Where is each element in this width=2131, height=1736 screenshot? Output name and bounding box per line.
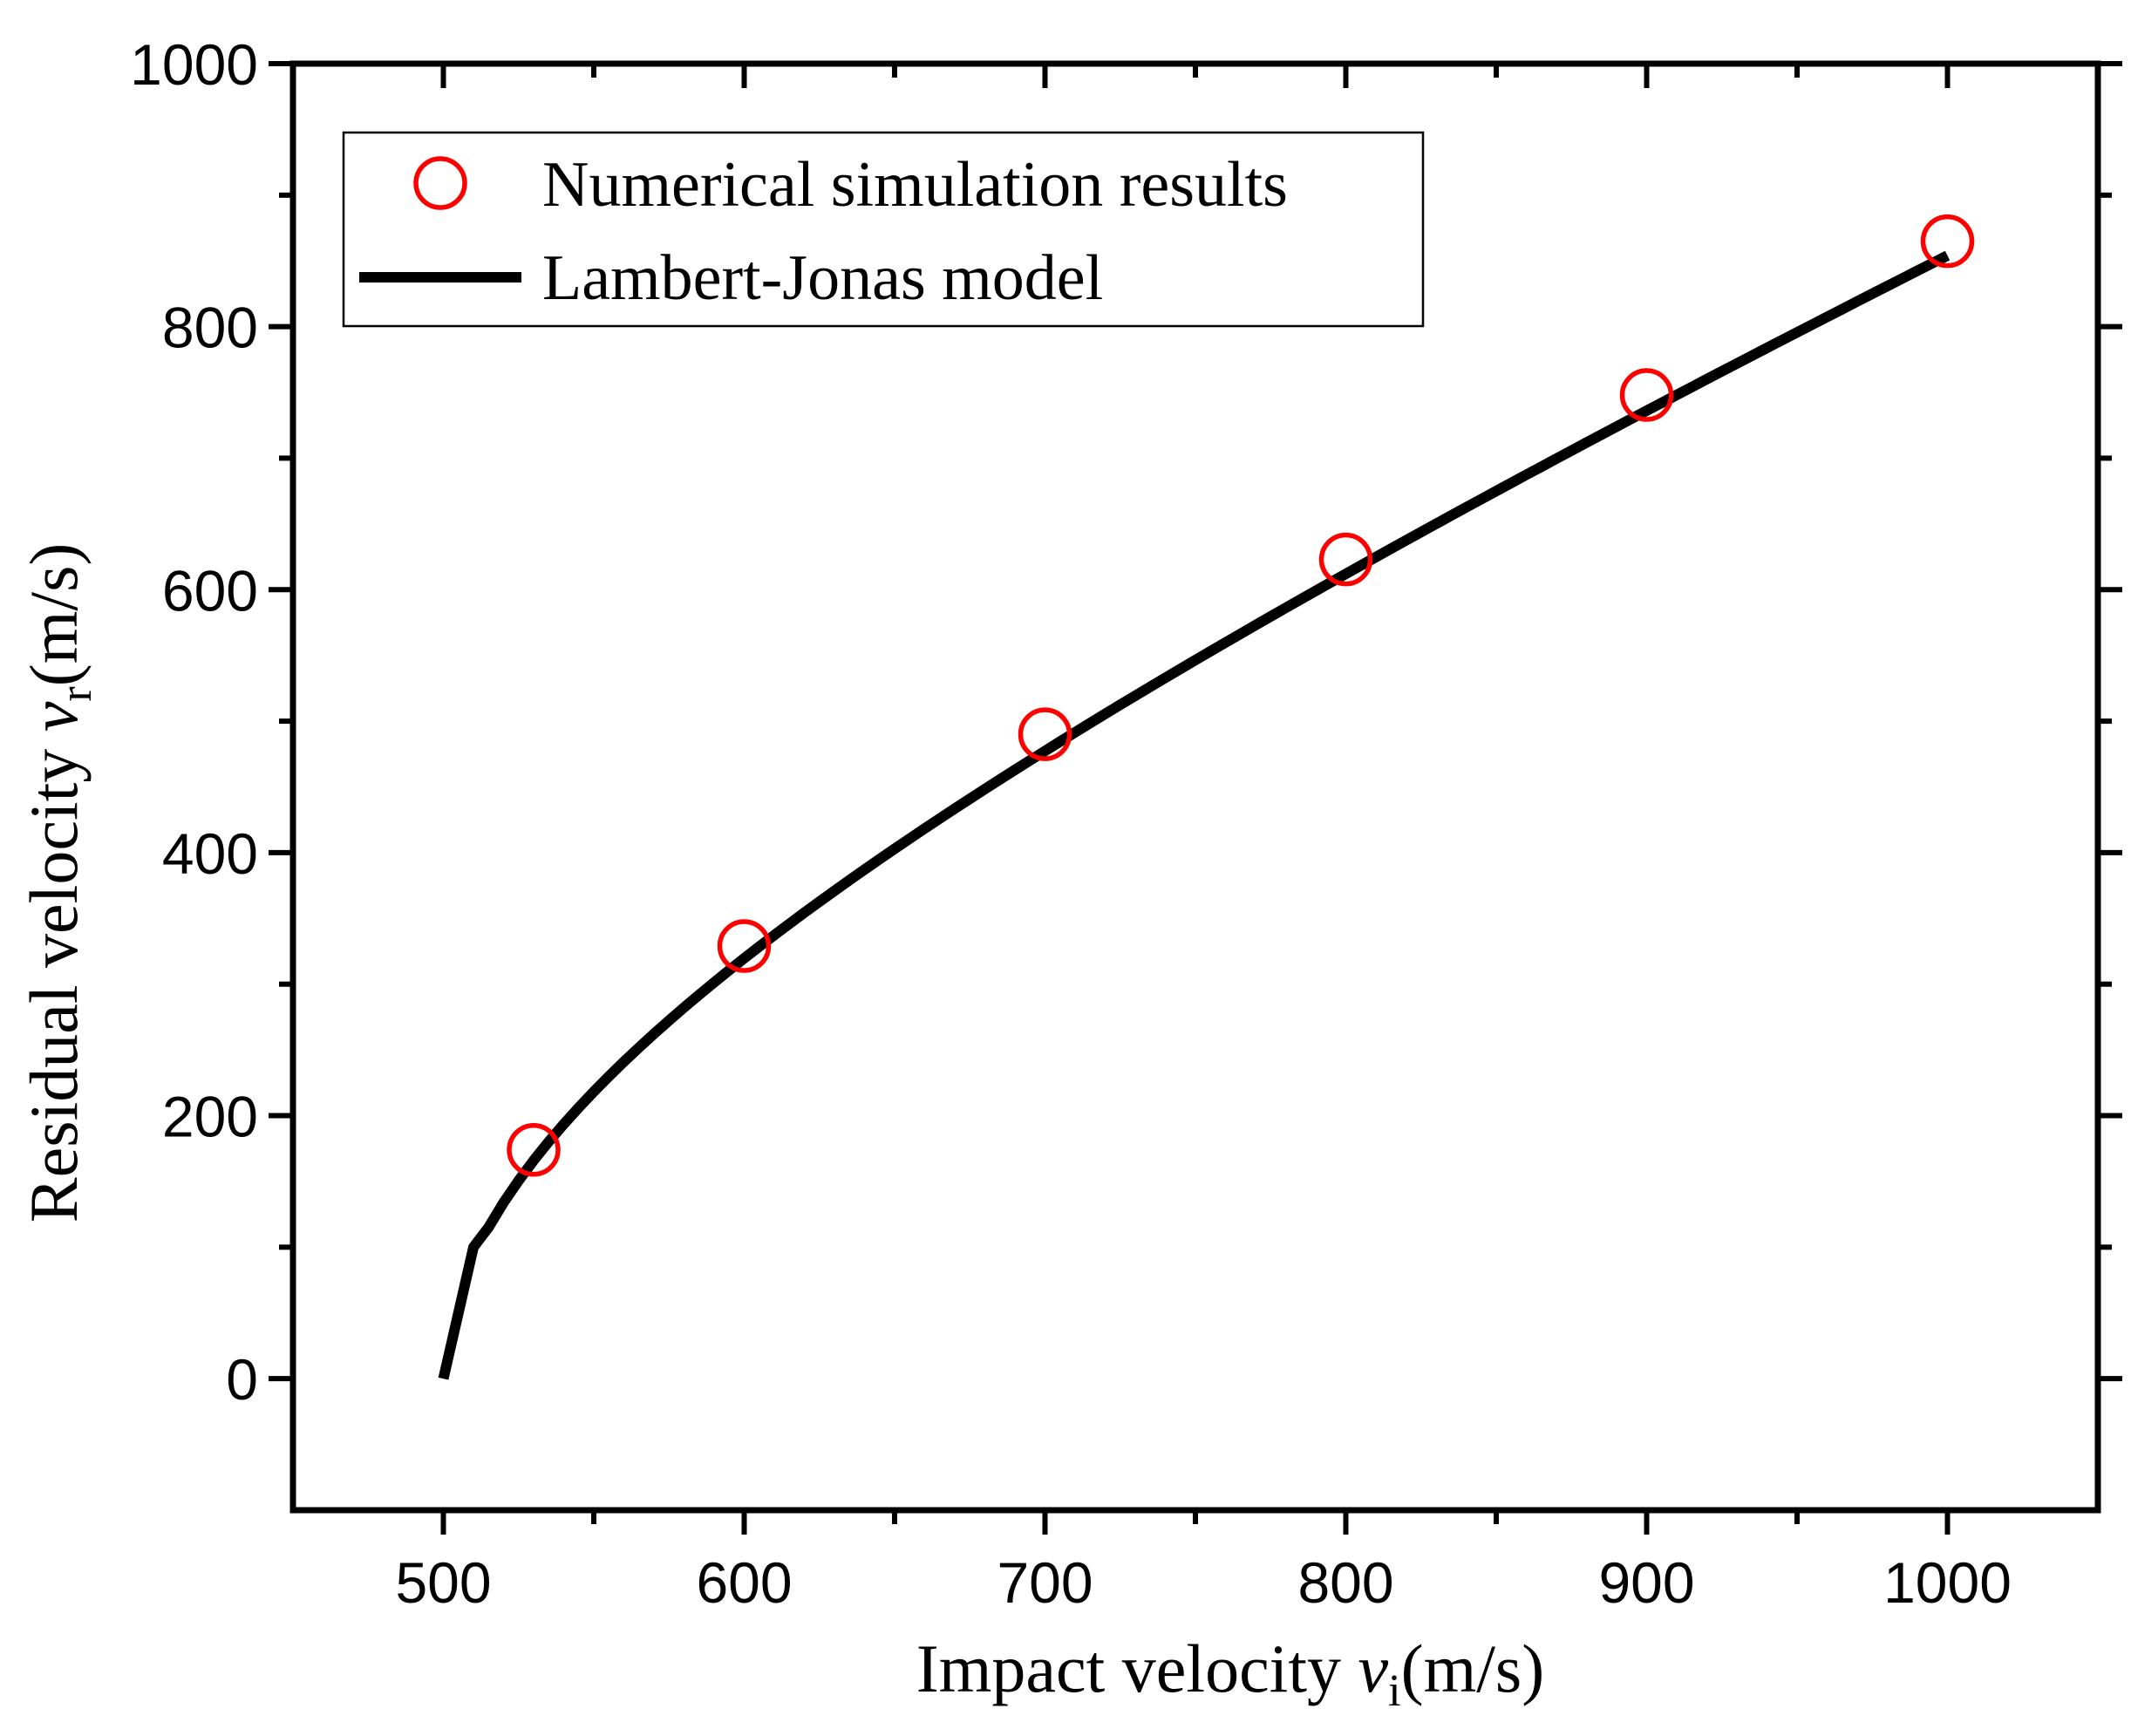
x-tick-label: 700 [997, 1550, 1093, 1615]
y-tick-label: 800 [162, 296, 258, 360]
x-axis-title-var: v [1358, 1630, 1389, 1706]
x-tick-label: 800 [1297, 1550, 1393, 1615]
legend-box [342, 131, 1425, 328]
legend-label-simulation: Numerical simulation results [542, 149, 1288, 221]
plot-area [438, 214, 1975, 1380]
y-axis-title-sub: r [51, 686, 101, 701]
x-axis-title-sub: i [1388, 1666, 1400, 1716]
x-tick-label: 1000 [1883, 1550, 2012, 1615]
y-axis-title-suffix: (m/s) [16, 543, 92, 687]
y-tick-label: 600 [162, 558, 258, 623]
x-axis-title: Impact velocity vi(m/s) [916, 1630, 1545, 1716]
y-tick-label: 400 [162, 821, 258, 886]
y-tick-label: 1000 [130, 32, 258, 97]
x-tick-label: 500 [395, 1550, 491, 1615]
legend: Numerical simulation results Lambert-Jon… [342, 131, 1425, 328]
x-tick-label: 600 [696, 1550, 792, 1615]
data-point [1318, 532, 1373, 587]
x-axis-title-suffix: (m/s) [1401, 1630, 1545, 1706]
legend-label-model: Lambert-Jonas model [542, 242, 1103, 314]
y-axis-title: Residual velocity vr(m/s) [16, 543, 101, 1223]
data-point [1018, 707, 1072, 761]
model-line [438, 250, 1951, 1380]
data-point [507, 1123, 561, 1177]
x-axis-title-prefix: Impact velocity [916, 1630, 1358, 1706]
data-point [1619, 368, 1674, 422]
axes-frame [289, 60, 2101, 1514]
data-point [1920, 214, 1975, 269]
y-axis-title-var: v [16, 701, 92, 732]
x-tick-label: 900 [1598, 1550, 1694, 1615]
legend-marker-circle-icon [413, 156, 467, 210]
tick-labels: 500 600 700 800 900 1000 0 200 400 600 800 1000 [130, 32, 2012, 1615]
y-tick-label: 200 [162, 1085, 258, 1149]
y-tick-label: 0 [226, 1347, 258, 1412]
y-axis-title-prefix: Residual velocity [16, 732, 92, 1222]
data-point [717, 919, 772, 973]
